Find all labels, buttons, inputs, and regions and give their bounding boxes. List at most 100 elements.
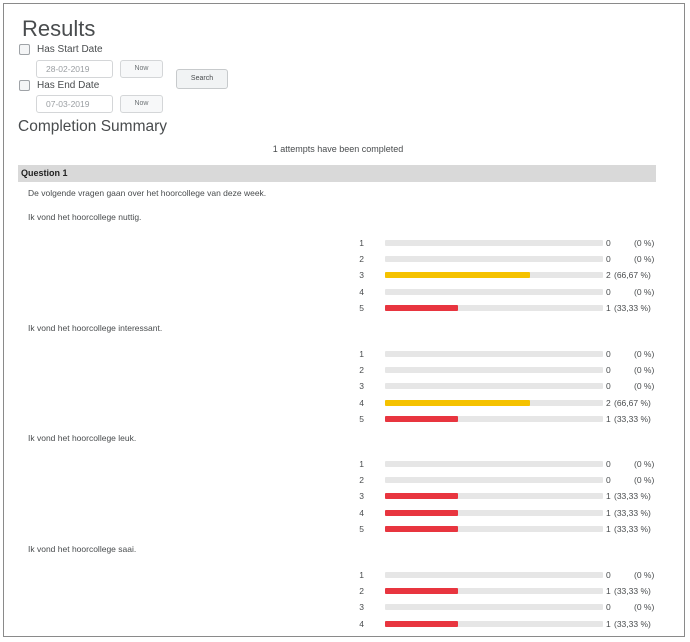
response-bar-track <box>385 240 603 246</box>
response-bar-track <box>385 351 603 357</box>
response-bar-track <box>385 572 603 578</box>
has-start-date-label: Has Start Date <box>37 44 103 55</box>
option-number: 3 <box>359 270 364 281</box>
option-count: 2 <box>606 270 611 281</box>
option-count: 0 <box>606 459 611 469</box>
start-now-button[interactable]: Now <box>120 60 163 78</box>
completion-summary-title: Completion Summary <box>18 118 168 135</box>
results-page: Results Has Start Date 28-02-2019 Now Ha… <box>3 3 685 637</box>
answer-option-row: 5 1 (33,33 %) <box>344 302 656 314</box>
option-count: 0 <box>606 381 611 392</box>
option-percentage: (66,67 %) <box>614 270 651 281</box>
response-bar-track <box>385 525 603 532</box>
response-bar-fill <box>385 415 458 422</box>
end-date-filter: Has End Date <box>19 80 99 91</box>
question-header: Question 1 <box>18 165 656 182</box>
option-number: 1 <box>359 238 364 248</box>
has-start-date-checkbox[interactable] <box>19 44 30 55</box>
response-bar-track <box>385 272 603 279</box>
option-count: 1 <box>606 586 611 597</box>
option-number: 1 <box>359 349 364 359</box>
option-count: 1 <box>606 413 611 424</box>
option-number: 5 <box>359 523 364 534</box>
option-percentage: (33,33 %) <box>614 586 651 597</box>
option-number: 2 <box>359 254 364 265</box>
response-bar-track <box>385 461 603 467</box>
answer-option-row: 1 0 (0 %) <box>344 237 656 249</box>
option-count: 1 <box>606 507 611 518</box>
answer-option-row: 4 1 (33,33 %) <box>344 618 656 630</box>
option-count: 0 <box>606 602 611 613</box>
answer-option-row: 4 2 (66,67 %) <box>344 397 656 409</box>
option-number: 3 <box>359 381 364 392</box>
option-percentage: (33,33 %) <box>614 491 651 502</box>
option-number: 4 <box>359 618 364 629</box>
start-date-filter: Has Start Date <box>19 44 103 55</box>
response-bar-track <box>385 477 603 484</box>
option-number: 4 <box>359 507 364 518</box>
response-bar-fill <box>385 620 458 627</box>
question-item-text: Ik vond het hoorcollege nuttig. <box>28 212 142 222</box>
option-percentage: (0 %) <box>634 459 655 469</box>
option-number: 2 <box>359 586 364 597</box>
response-bar-fill <box>385 588 458 595</box>
start-date-input[interactable]: 28-02-2019 <box>36 60 113 78</box>
has-end-date-checkbox[interactable] <box>19 80 30 91</box>
answer-option-row: 1 0 (0 %) <box>344 458 656 470</box>
option-percentage: (0 %) <box>634 381 655 392</box>
page-title: Results <box>22 16 96 41</box>
option-percentage: (0 %) <box>634 602 655 613</box>
option-count: 1 <box>606 618 611 629</box>
option-percentage: (0 %) <box>634 570 655 580</box>
response-bar-track <box>385 588 603 595</box>
response-bar-fill <box>385 272 530 279</box>
option-number: 4 <box>359 286 364 297</box>
search-button[interactable]: Search <box>176 69 228 89</box>
answer-option-row: 1 0 (0 %) <box>344 348 656 360</box>
option-count: 0 <box>606 349 611 359</box>
option-percentage: (33,33 %) <box>614 523 651 534</box>
option-count: 0 <box>606 570 611 580</box>
end-date-input[interactable]: 07-03-2019 <box>36 95 113 113</box>
option-percentage: (33,33 %) <box>614 507 651 518</box>
has-end-date-label: Has End Date <box>37 80 100 91</box>
option-number: 1 <box>359 570 364 580</box>
option-count: 0 <box>606 365 611 376</box>
option-count: 0 <box>606 475 611 486</box>
response-bar-fill <box>385 525 458 532</box>
answer-option-row: 5 1 (33,33 %) <box>344 413 656 425</box>
option-count: 0 <box>606 238 611 248</box>
response-bar-fill <box>385 304 458 311</box>
answer-option-row: 5 1 (33,33 %) <box>344 523 656 535</box>
response-bar-fill <box>385 399 530 406</box>
question-item-text: Ik vond het hoorcollege saai. <box>28 544 137 554</box>
option-percentage: (66,67 %) <box>614 397 651 408</box>
question-item-text: Ik vond het hoorcollege interessant. <box>28 323 163 333</box>
answer-option-row: 2 0 (0 %) <box>344 474 656 486</box>
end-now-button[interactable]: Now <box>120 95 163 113</box>
response-bar-track <box>385 256 603 263</box>
option-percentage: (33,33 %) <box>614 413 651 424</box>
response-bar-track <box>385 399 603 406</box>
attempts-text: 1 attempts have been completed <box>272 144 404 154</box>
question-intro: De volgende vragen gaan over het hoorcol… <box>28 188 267 198</box>
option-number: 3 <box>359 602 364 613</box>
response-bar-fill <box>385 493 458 500</box>
option-percentage: (0 %) <box>634 286 655 297</box>
option-number: 3 <box>359 491 364 502</box>
option-count: 1 <box>606 491 611 502</box>
answer-option-row: 3 1 (33,33 %) <box>344 490 656 502</box>
option-percentage: (0 %) <box>634 475 655 486</box>
option-percentage: (0 %) <box>634 365 655 376</box>
option-number: 2 <box>359 475 364 486</box>
response-bar-track <box>385 604 603 611</box>
answer-option-row: 3 0 (0 %) <box>344 601 656 613</box>
answer-option-row: 2 0 (0 %) <box>344 253 656 265</box>
question-item-text: Ik vond het hoorcollege leuk. <box>28 433 137 443</box>
option-number: 2 <box>359 365 364 376</box>
option-count: 1 <box>606 302 611 313</box>
option-number: 1 <box>359 459 364 469</box>
response-bar-track <box>385 509 603 516</box>
response-bar-track <box>385 493 603 500</box>
option-number: 5 <box>359 413 364 424</box>
